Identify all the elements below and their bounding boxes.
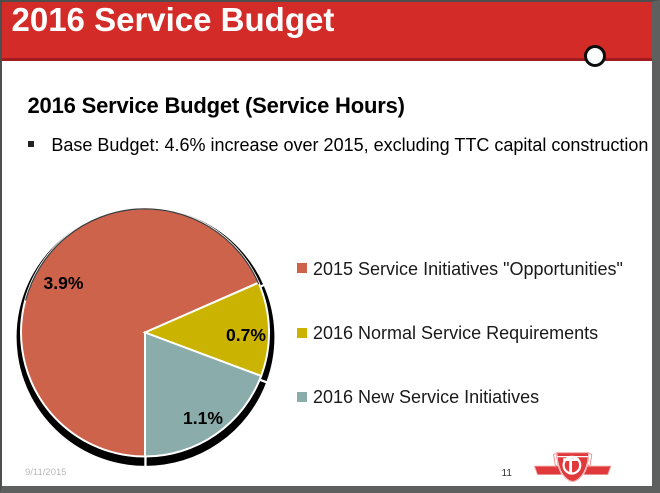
- svg-text:1.1%: 1.1%: [183, 408, 223, 428]
- svg-text:3.9%: 3.9%: [44, 273, 84, 293]
- svg-text:0.7%: 0.7%: [226, 325, 266, 345]
